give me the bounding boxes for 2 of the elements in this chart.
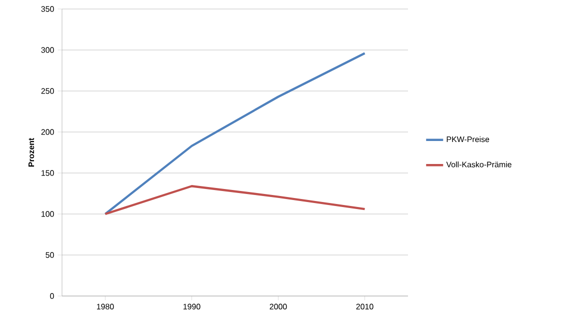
line-series	[104, 185, 366, 216]
line-series	[104, 52, 366, 216]
